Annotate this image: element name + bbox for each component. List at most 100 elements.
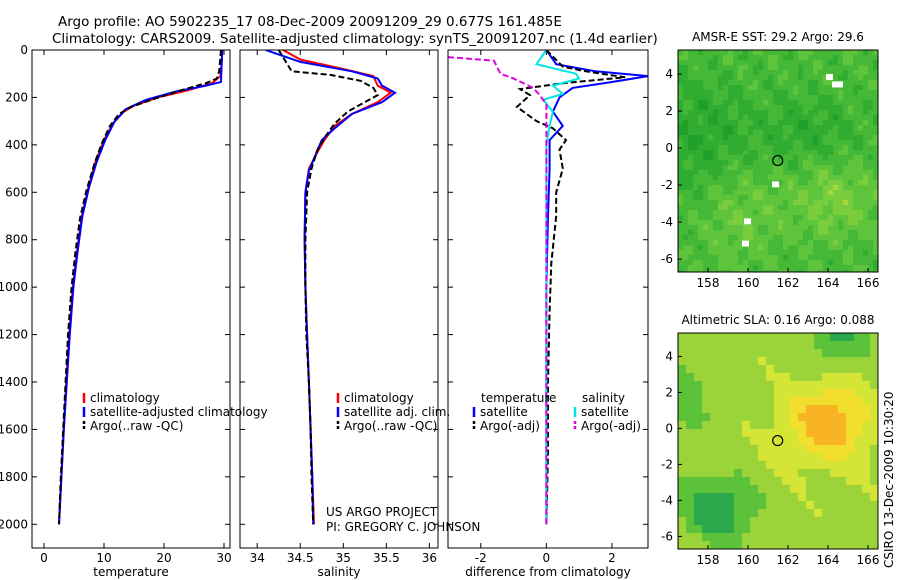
map-cell	[813, 130, 818, 135]
map-cell	[726, 333, 734, 341]
map-cell	[713, 205, 718, 210]
map-cell	[726, 453, 734, 461]
map-cell	[753, 75, 758, 80]
map-cell	[728, 125, 733, 130]
map-cell	[698, 260, 703, 265]
map-cell	[766, 469, 774, 477]
map-cell	[703, 215, 708, 220]
map-cell	[758, 235, 763, 240]
map-cell	[778, 155, 783, 160]
map-cell	[838, 517, 846, 525]
x-tick-label: 0	[40, 551, 48, 565]
map-cell	[734, 517, 742, 525]
map-cell	[753, 80, 758, 85]
map-cell	[693, 205, 698, 210]
map-cell	[738, 240, 743, 245]
map-cell	[806, 517, 814, 525]
map-cell	[783, 260, 788, 265]
map-cell	[748, 270, 753, 272]
map-cell	[838, 200, 843, 205]
map-cell	[763, 190, 768, 195]
map-cell	[838, 195, 843, 200]
map-cell	[803, 140, 808, 145]
map-cell	[748, 210, 753, 215]
map-cell	[688, 230, 693, 235]
map-cell	[778, 220, 783, 225]
map-cell	[788, 210, 793, 215]
map-cell	[693, 50, 698, 55]
map-cell	[813, 150, 818, 155]
map-cell	[748, 65, 753, 70]
map-cell	[698, 250, 703, 255]
map-cell	[868, 250, 873, 255]
map-cell	[758, 429, 766, 437]
map-cell	[783, 95, 788, 100]
map-cell	[863, 260, 868, 265]
map-cell	[718, 381, 726, 389]
map-cell	[733, 65, 738, 70]
map-cell	[718, 445, 726, 453]
map-cell	[868, 215, 873, 220]
map-cell	[848, 105, 853, 110]
map-cell	[678, 541, 686, 549]
map-cell	[793, 50, 798, 55]
map-cell	[713, 100, 718, 105]
map-cell	[773, 270, 778, 272]
map-cell	[738, 255, 743, 260]
map-cell	[843, 265, 848, 270]
map-cell	[838, 170, 843, 175]
map-cell	[846, 389, 854, 397]
sla-map-title: Altimetric SLA: 0.16 Argo: 0.088	[681, 313, 874, 327]
map-cell	[868, 125, 873, 130]
map-cell	[862, 389, 870, 397]
map-cell	[718, 260, 723, 265]
map-cell	[873, 210, 878, 215]
map-cell	[683, 110, 688, 115]
map-cell	[713, 50, 718, 55]
map-cell	[742, 381, 750, 389]
map-cell	[688, 100, 693, 105]
map-cell	[753, 230, 758, 235]
map-cell	[873, 180, 878, 185]
map-cell	[688, 165, 693, 170]
map-cell	[790, 341, 798, 349]
map-cell	[683, 65, 688, 70]
map-cell	[808, 80, 813, 85]
map-cell	[742, 445, 750, 453]
map-x-tick-label: 166	[857, 276, 880, 290]
map-cell	[750, 365, 758, 373]
map-cell	[708, 105, 713, 110]
map-cell	[828, 225, 833, 230]
map-cell	[743, 90, 748, 95]
map-cell	[750, 413, 758, 421]
map-cell	[782, 493, 790, 501]
map-cell	[728, 180, 733, 185]
map-cell	[793, 70, 798, 75]
map-cell	[688, 130, 693, 135]
map-cell	[846, 541, 854, 549]
map-cell	[743, 195, 748, 200]
map-cell	[728, 255, 733, 260]
map-cell	[858, 90, 863, 95]
map-cell	[688, 140, 693, 145]
map-cell	[698, 210, 703, 215]
map-cell	[870, 509, 878, 517]
map-cell	[738, 235, 743, 240]
map-cell	[814, 381, 822, 389]
map-cell	[788, 95, 793, 100]
map-cell	[742, 333, 750, 341]
map-cell	[678, 389, 686, 397]
map-cell	[838, 50, 843, 55]
map-cell	[723, 75, 728, 80]
map-cell	[813, 225, 818, 230]
map-cell	[734, 445, 742, 453]
map-cell	[823, 255, 828, 260]
map-cell	[783, 90, 788, 95]
map-cell	[683, 240, 688, 245]
map-cell	[678, 110, 683, 115]
map-cell	[854, 405, 862, 413]
map-cell	[818, 85, 823, 90]
map-cell	[768, 210, 773, 215]
map-cell	[733, 165, 738, 170]
map-cell	[703, 220, 708, 225]
